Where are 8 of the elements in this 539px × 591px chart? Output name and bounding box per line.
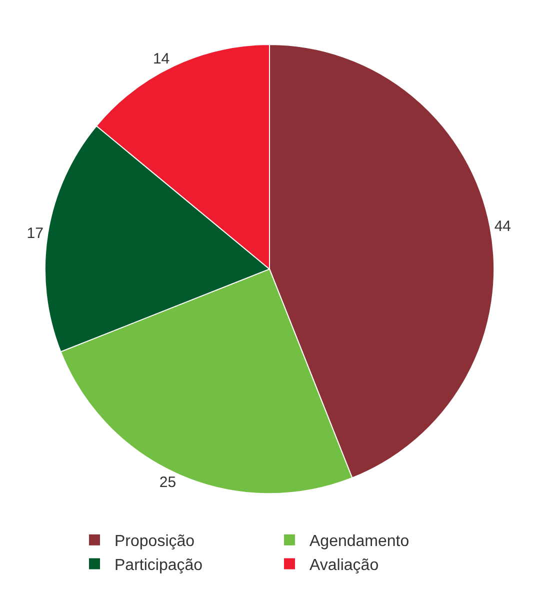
- legend-label: Agendamento: [310, 533, 410, 550]
- legend-label: Participação: [114, 556, 203, 574]
- data-label: 14: [152, 50, 170, 68]
- legend-label: Proposição: [114, 533, 195, 550]
- data-label: 44: [494, 218, 512, 236]
- legend-label: Avaliação: [310, 556, 379, 574]
- data-label: 25: [159, 474, 176, 491]
- data-label: 17: [26, 225, 44, 242]
